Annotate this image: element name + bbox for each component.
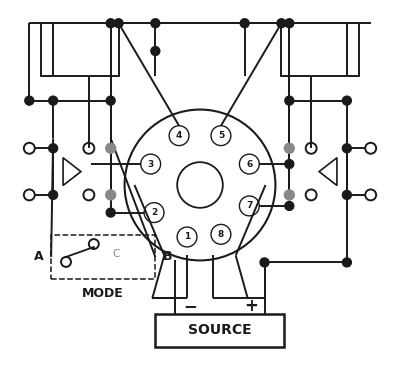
Text: 6: 6 xyxy=(246,160,252,169)
Circle shape xyxy=(106,96,115,105)
Circle shape xyxy=(342,258,351,267)
Circle shape xyxy=(106,190,116,200)
Bar xyxy=(155,314,284,347)
Circle shape xyxy=(285,160,294,169)
Circle shape xyxy=(284,190,294,200)
Bar xyxy=(281,23,359,76)
Circle shape xyxy=(285,201,294,210)
Circle shape xyxy=(260,258,269,267)
Circle shape xyxy=(49,144,58,153)
Text: B: B xyxy=(162,251,172,263)
Circle shape xyxy=(285,19,294,28)
Text: C: C xyxy=(112,249,120,259)
Circle shape xyxy=(342,144,351,153)
Circle shape xyxy=(25,96,34,105)
Circle shape xyxy=(151,19,160,28)
Circle shape xyxy=(49,191,58,199)
Text: 4: 4 xyxy=(176,131,182,140)
Circle shape xyxy=(106,19,115,28)
Text: SOURCE: SOURCE xyxy=(188,323,252,337)
Bar xyxy=(41,23,119,76)
Text: 7: 7 xyxy=(246,201,252,210)
Text: A: A xyxy=(34,251,44,263)
Circle shape xyxy=(114,19,123,28)
Circle shape xyxy=(106,208,115,217)
Text: MODE: MODE xyxy=(82,287,124,300)
Text: 3: 3 xyxy=(148,160,154,169)
Circle shape xyxy=(277,19,286,28)
Circle shape xyxy=(240,19,249,28)
Bar xyxy=(51,235,155,279)
Circle shape xyxy=(342,191,351,199)
Circle shape xyxy=(342,96,351,105)
Text: 8: 8 xyxy=(218,230,224,239)
Text: 1: 1 xyxy=(184,233,190,241)
Text: −: − xyxy=(183,297,197,315)
Text: +: + xyxy=(245,297,258,315)
Circle shape xyxy=(151,46,160,56)
Circle shape xyxy=(106,143,116,153)
Text: 2: 2 xyxy=(151,208,157,217)
Circle shape xyxy=(284,143,294,153)
Text: 5: 5 xyxy=(218,131,224,140)
Circle shape xyxy=(49,96,58,105)
Circle shape xyxy=(285,96,294,105)
